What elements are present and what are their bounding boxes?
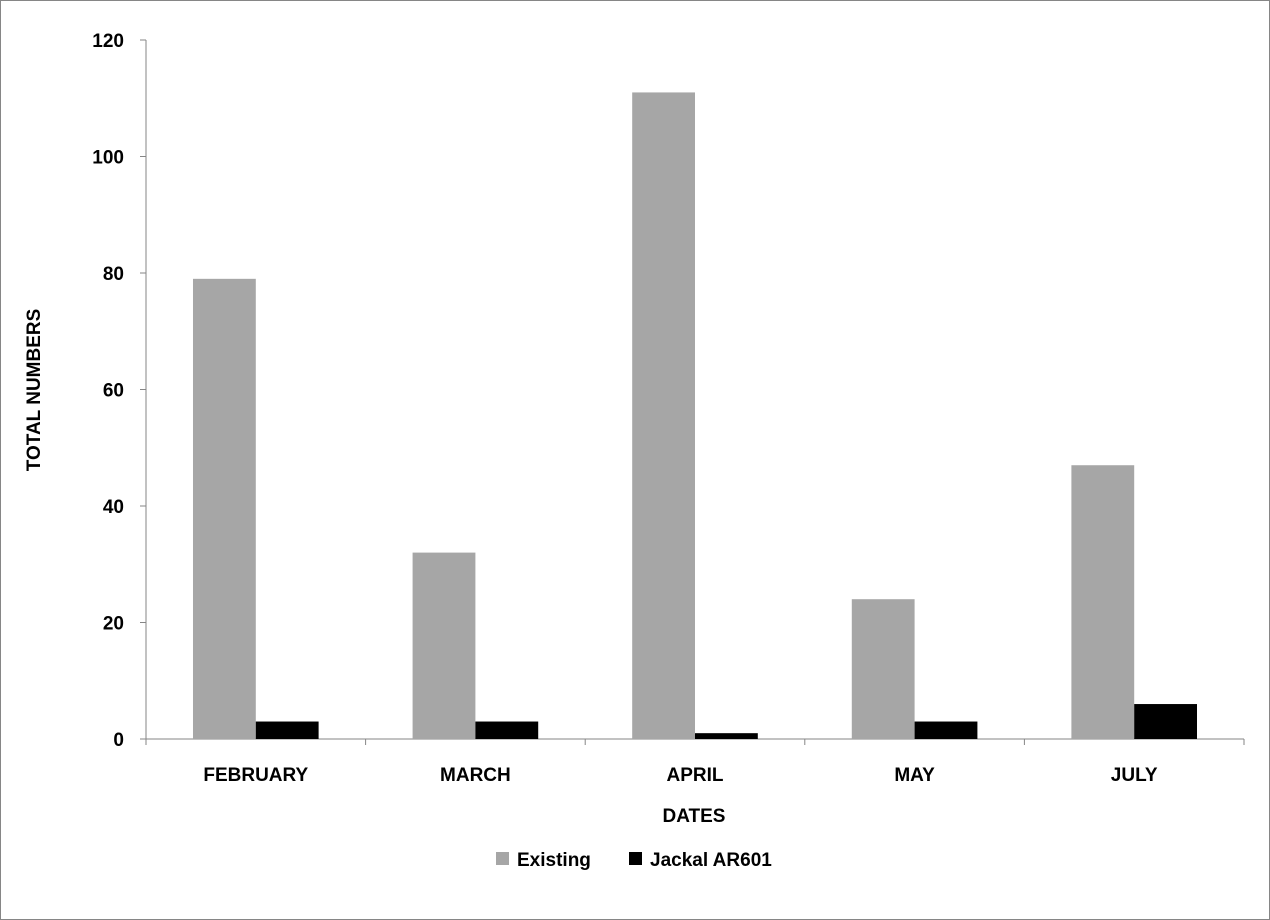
x-tick-label: MARCH <box>440 765 511 786</box>
y-tick-label: 20 <box>103 614 124 635</box>
legend-swatch-jackal-ar601 <box>629 852 642 865</box>
legend-label: Existing <box>517 850 591 871</box>
legend-label: Jackal AR601 <box>650 850 772 871</box>
y-tick-label: 100 <box>92 148 124 169</box>
bar-existing-july <box>1071 465 1135 739</box>
bar-existing-april <box>632 92 695 740</box>
x-axis-title: DATES <box>663 806 726 827</box>
bar-existing-may <box>851 599 915 739</box>
bar-jackal-ar601-may <box>914 721 978 739</box>
bar-jackal-ar601-february <box>255 721 319 739</box>
bars <box>192 92 1198 740</box>
y-axis-ticks: 0 20 40 60 80 100 120 <box>92 31 146 751</box>
bar-existing-february <box>192 278 256 739</box>
y-tick-label: 60 <box>103 381 124 402</box>
y-axis-title: TOTAL NUMBERS <box>24 309 45 472</box>
x-tick-label: MAY <box>894 765 935 786</box>
bar-jackal-ar601-april <box>695 733 758 739</box>
x-axis-ticks: FEBRUARY MARCH APRIL MAY JULY <box>145 739 1245 786</box>
x-tick-label: JULY <box>1111 765 1158 786</box>
x-tick-label: FEBRUARY <box>203 765 308 786</box>
legend: Existing Jackal AR601 <box>496 850 772 871</box>
y-tick-label: 80 <box>103 264 124 285</box>
y-tick-label: 120 <box>92 31 124 52</box>
x-tick-label: APRIL <box>667 765 724 786</box>
legend-swatch-existing <box>496 852 509 865</box>
bar-jackal-ar601-july <box>1134 704 1198 739</box>
y-tick-label: 40 <box>103 497 124 518</box>
y-tick-label: 0 <box>113 730 124 751</box>
bar-jackal-ar601-march <box>475 721 539 739</box>
bar-existing-march <box>412 552 476 739</box>
